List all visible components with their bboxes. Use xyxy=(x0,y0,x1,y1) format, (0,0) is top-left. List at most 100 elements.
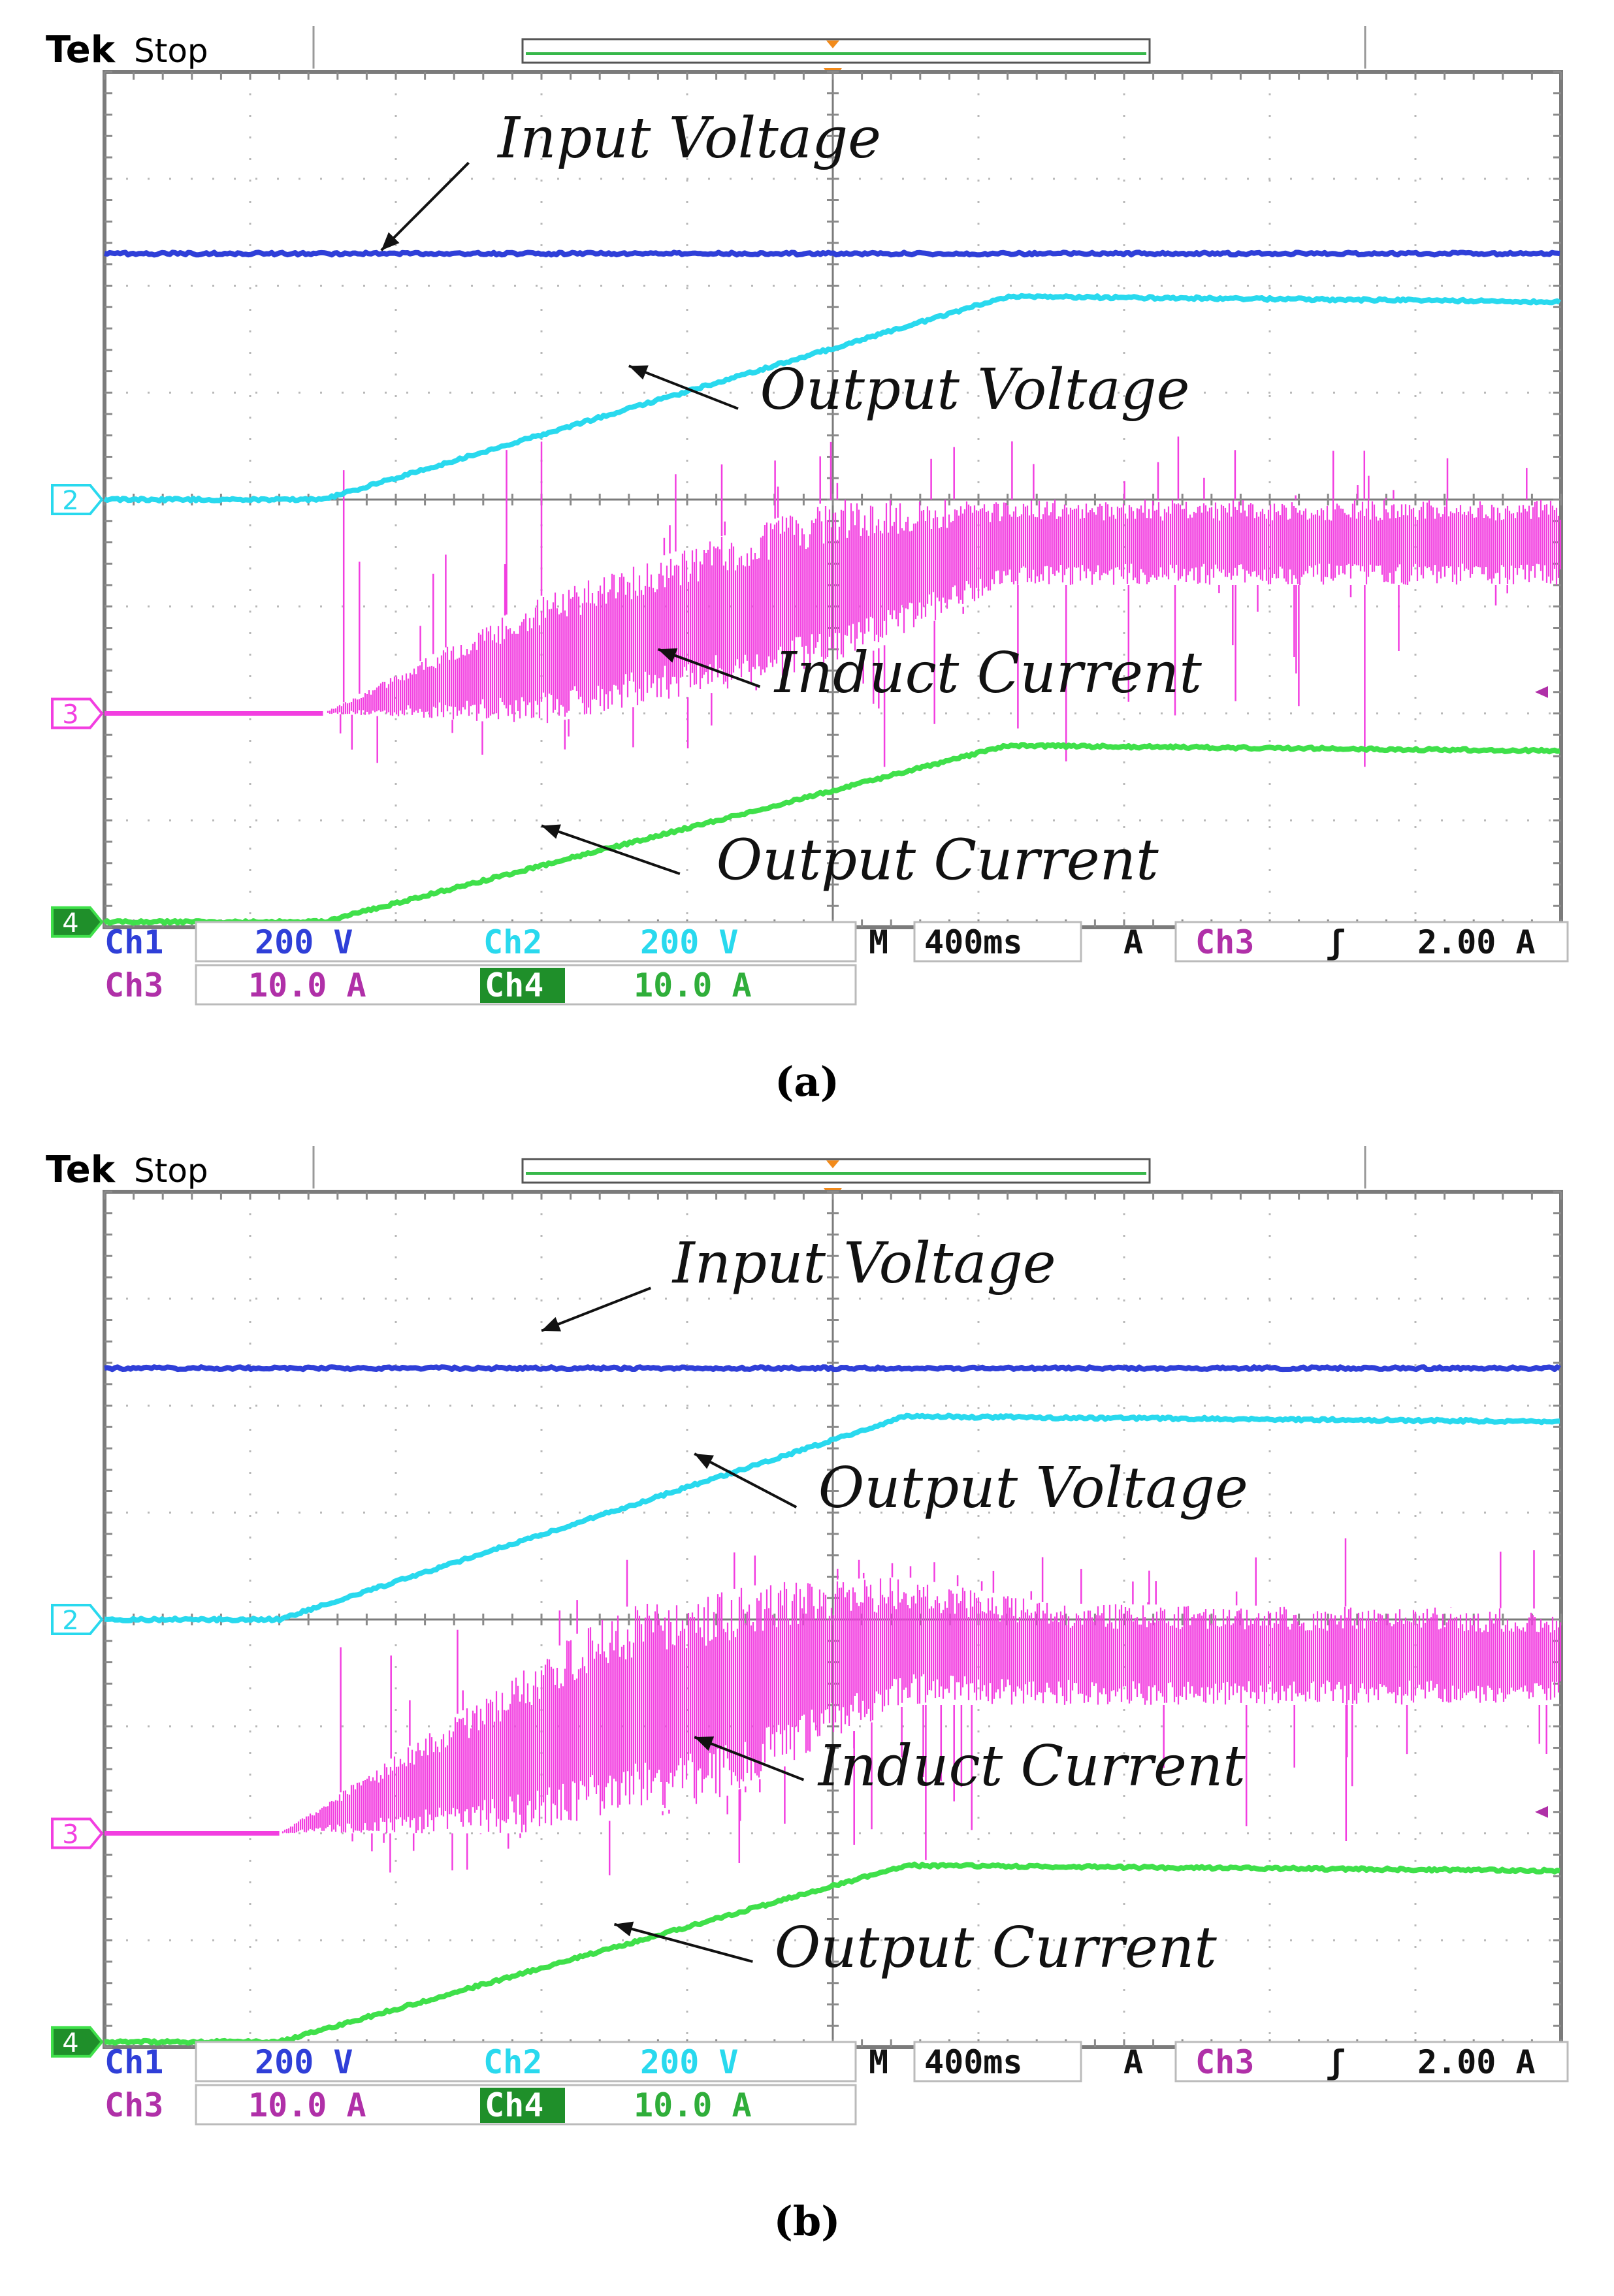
chart-b-brand-label: Tek xyxy=(46,1149,116,1191)
chart-a-readout-row2-item: 10.0 A xyxy=(248,966,366,1004)
chart-b-graticule-grid xyxy=(105,1192,1561,2047)
chart-b-series-induct-current xyxy=(105,1538,1562,1875)
chart-a-readout-row2-item: 10.0 A xyxy=(634,966,752,1004)
caption-a: (a) xyxy=(775,1058,839,1106)
chart-a-trigger-level-icon xyxy=(1535,686,1548,698)
chart-b-readout-row1-item: A xyxy=(1123,2043,1143,2081)
chart-a-marker-label: 4 xyxy=(62,908,78,938)
chart-a-readout-row1-item: ʃ xyxy=(1326,923,1346,961)
chart-b-annotation-arrow xyxy=(694,1736,805,1781)
chart-a-annotation-arrow xyxy=(541,824,681,876)
chart-a-readout-row2-item: Ch4 xyxy=(485,966,543,1004)
chart-b-annotation-label: Induct Current xyxy=(817,1734,1246,1799)
chart-b-trigger-level-icon xyxy=(1535,1806,1548,1818)
chart-a-graticule-grid xyxy=(105,72,1561,927)
chart-a-marker-shape xyxy=(51,906,104,938)
chart-b-status-label: Stop xyxy=(134,1152,208,1190)
chart-b-annotation-arrow xyxy=(613,1922,753,1963)
chart-b-readout-row1-item: ʃ xyxy=(1326,2043,1346,2081)
chart-a-series-induct-current xyxy=(105,436,1562,767)
chart-b-marker-shape xyxy=(51,2026,104,2058)
chart-b-marker-shape xyxy=(51,1604,104,1635)
chart-b-marker-label: 4 xyxy=(62,2028,78,2058)
chart-b-series-output-voltage xyxy=(104,1412,1560,1623)
chart-a-annotation-label: Input Voltage xyxy=(496,106,881,171)
chart-a-readout-row1-item: 2.00 A xyxy=(1417,923,1536,961)
chart-b-marker-shape xyxy=(51,1817,104,1849)
chart-b-marker-label: 3 xyxy=(62,1820,78,1850)
chart-b-readout-box xyxy=(1174,2041,1569,2082)
chart-b-annotation-arrowhead xyxy=(694,1736,715,1751)
chart-a-series-output-voltage xyxy=(103,293,1562,503)
chart-a-readout-row1-item: Ch2 xyxy=(483,923,542,961)
chart-a-annotation-arrowhead xyxy=(658,648,678,663)
chart-a-annotation: Input Voltage xyxy=(380,106,881,251)
caption-b: (b) xyxy=(773,2197,841,2245)
chart-a-readout-panel: Ch1 200 V Ch2 200 V M 400ms A Ch3 ʃ 2.00 A Ch3 10.0… xyxy=(105,921,1569,1006)
chart-a-brand-label: Tek xyxy=(46,29,116,71)
chart-a-annotation-arrowhead xyxy=(541,824,561,839)
chart-b-induct-current-spikes xyxy=(340,1538,1547,1875)
chart-b-series-input-voltage xyxy=(104,1364,1561,1373)
chart-a-record-bracket xyxy=(521,38,1151,64)
chart-b-ch4-label-bg xyxy=(480,2088,565,2123)
chart-a-annotation-label: Induct Current xyxy=(773,641,1202,706)
chart-a-readout-row1-item: M xyxy=(869,923,888,961)
chart-b-readout-row1-item: 2.00 A xyxy=(1417,2043,1536,2081)
chart-a-readout-row1-item: 400ms xyxy=(924,923,1023,961)
chart-a-induct-current-body xyxy=(327,500,1562,724)
chart-a-annotation-arrow xyxy=(657,648,761,688)
chart-a-annotation: Output Current xyxy=(541,824,1159,893)
oscilloscope-chart-a: Tek Stop 2 3 4 Input Voltage Output Voltage Ind… xyxy=(46,26,1569,1006)
chart-a-annotation-arrowhead xyxy=(628,365,649,380)
chart-a-readout-row2-item: Ch3 xyxy=(105,966,163,1004)
chart-a-annotation-arrow xyxy=(628,364,739,410)
chart-a-annotation-label: Output Current xyxy=(717,827,1159,893)
chart-b-ch2-marker: 2 xyxy=(51,1604,104,1636)
chart-a-readout-row1-item: Ch1 xyxy=(105,923,163,961)
chart-a-ch3-marker: 3 xyxy=(51,697,104,730)
chart-a-ch2-marker: 2 xyxy=(51,484,104,516)
chart-b-readout-row1-item: 200 V xyxy=(640,2043,739,2081)
chart-b-readout-panel: Ch1 200 V Ch2 200 V M 400ms A Ch3 ʃ 2.00 A Ch3 10.0… xyxy=(105,2041,1569,2126)
chart-a-annotation-label: Output Voltage xyxy=(760,357,1190,423)
chart-b-readout-row2-item: Ch3 xyxy=(105,2086,163,2124)
chart-a-ch4-label-bg xyxy=(480,968,565,1003)
chart-b-annotation-arrow xyxy=(541,1286,651,1332)
chart-a-induct-current-spikes xyxy=(339,436,1528,767)
chart-b-annotation-label: Output Voltage xyxy=(818,1456,1248,1521)
chart-a-readout-box xyxy=(913,921,1082,963)
chart-b-readout-row1-item: Ch2 xyxy=(483,2043,542,2081)
chart-b-annotation: Induct Current xyxy=(694,1734,1246,1799)
chart-a-series-input-voltage xyxy=(104,249,1560,258)
chart-b-annotation: Output Voltage xyxy=(694,1452,1248,1521)
chart-b-record-bracket xyxy=(521,1158,1151,1184)
chart-b-annotation-label: Input Voltage xyxy=(671,1231,1056,1296)
oscilloscope-panel-a: Tek Stop 2 3 4 Input Voltage Output Voltage Ind… xyxy=(0,0,1614,1110)
chart-b-annotation: Output Current xyxy=(613,1915,1217,1981)
chart-b-annotation: Input Voltage xyxy=(541,1231,1056,1332)
chart-b-annotation-arrowhead xyxy=(614,1921,634,1937)
chart-b-readout-row1-item: 200 V xyxy=(255,2043,353,2081)
chart-a-readout-box xyxy=(1174,921,1569,963)
chart-b-readout-row1-item: 400ms xyxy=(924,2043,1023,2081)
chart-b-readout-row1-item: Ch3 xyxy=(1195,2043,1254,2081)
chart-a-annotation-arrowhead xyxy=(381,232,400,251)
chart-b-annotation-arrow xyxy=(694,1452,798,1508)
chart-b-readout-row2-item: 10.0 A xyxy=(248,2086,366,2124)
chart-b-readout-box xyxy=(913,2041,1082,2082)
chart-a-trigger-position-icon xyxy=(826,40,839,48)
chart-a-status-label: Stop xyxy=(134,32,208,70)
chart-b-readout-row1-item: M xyxy=(869,2043,888,2081)
chart-b-readout-box xyxy=(195,2041,857,2082)
chart-a-ch4-marker: 4 xyxy=(51,906,104,938)
chart-a-marker-label: 3 xyxy=(62,700,78,730)
chart-a-annotation: Output Voltage xyxy=(628,357,1190,423)
chart-b-ch4-marker: 4 xyxy=(51,2026,104,2058)
chart-a-series-output-current xyxy=(103,742,1560,926)
chart-a-annotation-arrow xyxy=(380,161,470,251)
chart-b-readout-row1-item: Ch1 xyxy=(105,2043,163,2081)
chart-a-marker-shape xyxy=(51,697,104,729)
chart-b-annotation-arrowhead xyxy=(541,1316,561,1331)
chart-a-annotation: Induct Current xyxy=(657,641,1202,706)
